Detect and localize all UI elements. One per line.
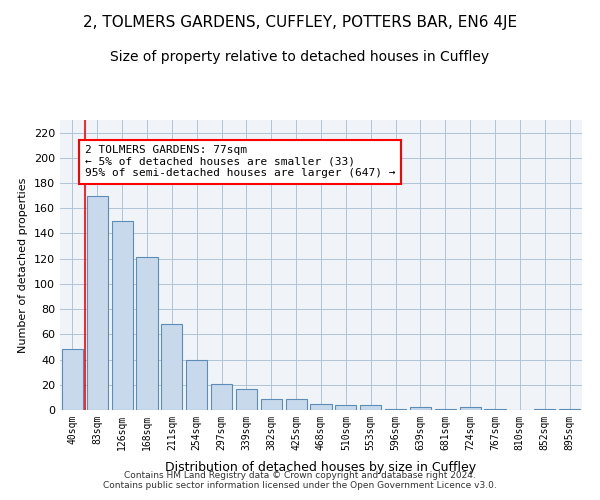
Bar xyxy=(286,398,307,410)
Bar xyxy=(186,360,207,410)
Bar xyxy=(161,324,182,410)
Bar xyxy=(360,405,381,410)
Bar xyxy=(112,221,133,410)
Text: Size of property relative to detached houses in Cuffley: Size of property relative to detached ho… xyxy=(110,50,490,64)
Bar xyxy=(261,398,282,410)
Bar xyxy=(559,408,580,410)
Text: Contains HM Land Registry data © Crown copyright and database right 2024.
Contai: Contains HM Land Registry data © Crown c… xyxy=(103,470,497,490)
Bar xyxy=(236,388,257,410)
Bar xyxy=(310,404,332,410)
Bar xyxy=(87,196,108,410)
Bar xyxy=(335,405,356,410)
X-axis label: Distribution of detached houses by size in Cuffley: Distribution of detached houses by size … xyxy=(166,461,476,474)
Bar xyxy=(136,258,158,410)
Bar xyxy=(385,408,406,410)
Bar xyxy=(534,408,555,410)
Bar xyxy=(460,408,481,410)
Bar xyxy=(410,408,431,410)
Bar xyxy=(435,408,456,410)
Y-axis label: Number of detached properties: Number of detached properties xyxy=(19,178,28,352)
Text: 2, TOLMERS GARDENS, CUFFLEY, POTTERS BAR, EN6 4JE: 2, TOLMERS GARDENS, CUFFLEY, POTTERS BAR… xyxy=(83,15,517,30)
Bar xyxy=(484,408,506,410)
Bar xyxy=(62,350,83,410)
Text: 2 TOLMERS GARDENS: 77sqm
← 5% of detached houses are smaller (33)
95% of semi-de: 2 TOLMERS GARDENS: 77sqm ← 5% of detache… xyxy=(85,145,395,178)
Bar xyxy=(211,384,232,410)
